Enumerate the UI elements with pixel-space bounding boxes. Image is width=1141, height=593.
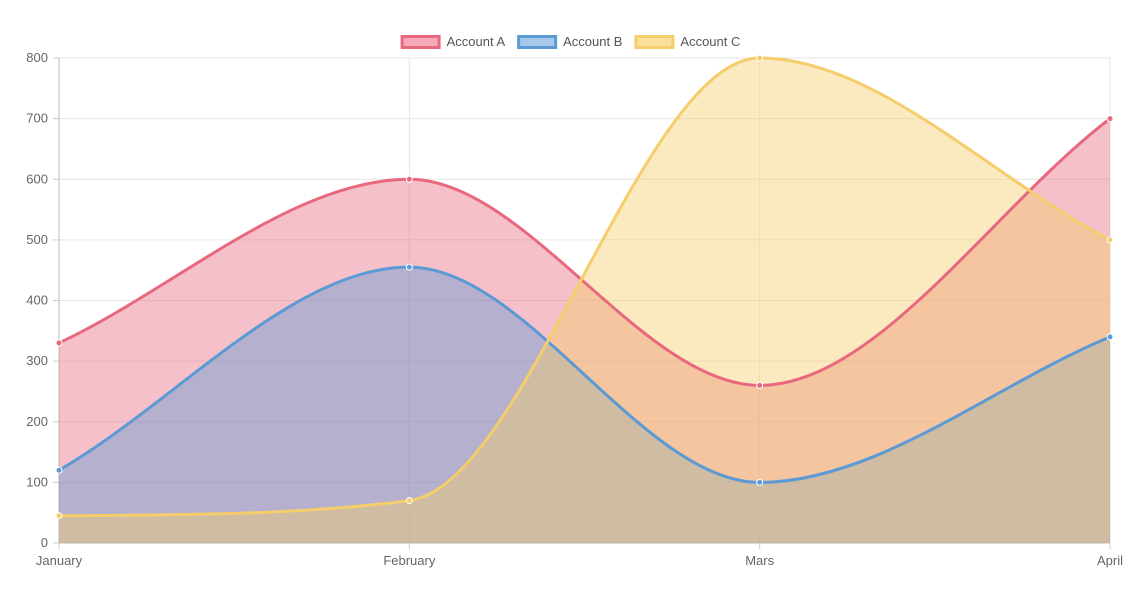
y-tick-label: 700 (26, 111, 48, 126)
y-tick-label: 200 (26, 414, 48, 429)
y-tick-label: 600 (26, 171, 48, 186)
point-account-a-january[interactable] (55, 339, 63, 347)
point-layer (55, 54, 1114, 520)
area-account-c (59, 58, 1110, 543)
legend-label: Account A (447, 34, 506, 49)
line-layer (58, 56, 1111, 518)
y-tick-label: 300 (26, 353, 48, 368)
point-account-a-april[interactable] (1106, 115, 1114, 123)
area-layer (59, 58, 1110, 543)
legend-swatch (517, 35, 558, 49)
point-account-b-april[interactable] (1106, 333, 1114, 341)
point-account-c-mars[interactable] (756, 54, 764, 62)
point-account-c-february[interactable] (405, 497, 413, 505)
area-account-b (59, 267, 1110, 543)
point-account-c-january[interactable] (55, 512, 63, 520)
line-account-a (58, 117, 1111, 387)
legend-item-account-c[interactable]: Account C (634, 34, 740, 49)
x-tick-label-mars: Mars (745, 553, 774, 568)
legend-label: Account C (680, 34, 740, 49)
y-tick-label: 800 (26, 50, 48, 65)
line-account-b (58, 265, 1111, 484)
legend-item-account-a[interactable]: Account A (400, 34, 506, 49)
x-tick-label-january: January (36, 553, 83, 568)
legend-swatch (400, 35, 441, 49)
line-account-c (58, 56, 1111, 518)
x-tick-label-february: February (383, 553, 436, 568)
legend-label: Account B (563, 34, 622, 49)
point-account-b-january[interactable] (55, 466, 63, 474)
axis-layer: 0 100 200 300 400 500 600 700 800 January February… (26, 50, 1123, 568)
y-tick-label: 500 (26, 232, 48, 247)
area-account-a (59, 118, 1110, 543)
legend-item-account-b[interactable]: Account B (517, 34, 623, 49)
y-tick-label: 0 (41, 535, 48, 550)
legend-swatch (634, 35, 675, 49)
y-tick-label: 400 (26, 293, 48, 308)
point-account-b-february[interactable] (405, 263, 413, 271)
x-tick-label-april: April (1097, 553, 1123, 568)
point-account-a-february[interactable] (405, 175, 413, 183)
point-account-a-mars[interactable] (756, 381, 764, 389)
legend[interactable]: Account A Account B Account C (400, 34, 740, 49)
point-account-c-april[interactable] (1106, 236, 1114, 244)
point-account-b-mars[interactable] (756, 478, 764, 486)
y-tick-label: 100 (26, 474, 48, 489)
